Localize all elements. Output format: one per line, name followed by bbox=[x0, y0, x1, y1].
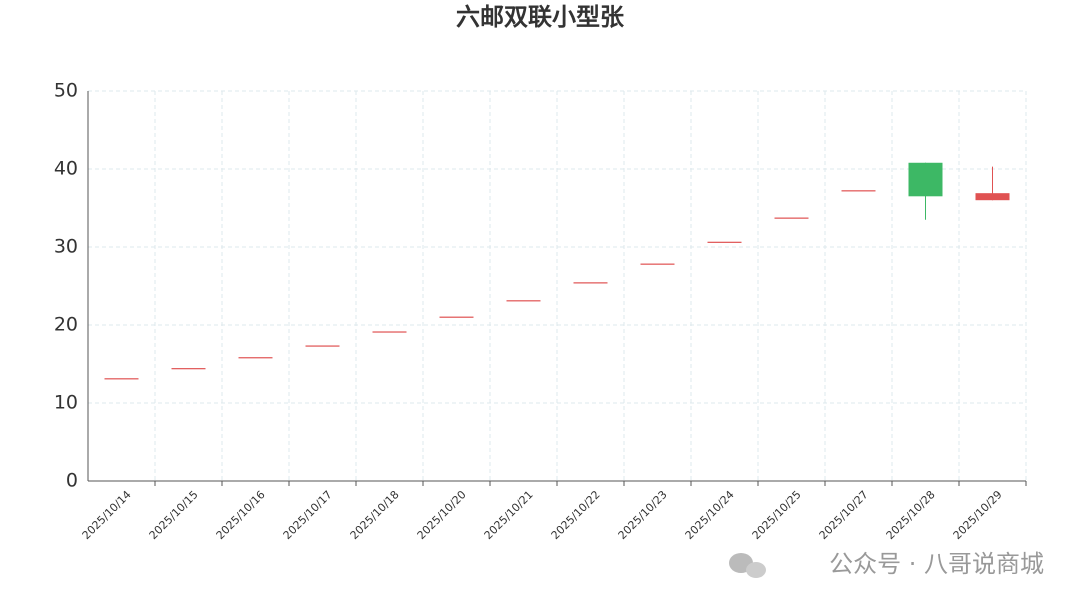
x-tick-label: 2025/10/22 bbox=[549, 488, 603, 542]
x-tick-label: 2025/10/23 bbox=[616, 488, 670, 542]
chart-title: 六邮双联小型张 bbox=[456, 3, 625, 31]
x-tick-label: 2025/10/20 bbox=[415, 488, 469, 542]
candle-body bbox=[975, 193, 1010, 201]
candle-body bbox=[707, 241, 742, 243]
candle-body bbox=[238, 357, 273, 359]
y-tick-label: 30 bbox=[54, 236, 78, 258]
x-tick-label: 2025/10/17 bbox=[281, 488, 335, 542]
y-tick-label: 0 bbox=[66, 470, 78, 492]
x-tick-label: 2025/10/28 bbox=[884, 488, 938, 542]
y-tick-label: 20 bbox=[54, 314, 78, 336]
candle-body bbox=[841, 190, 876, 192]
x-tick-label: 2025/10/15 bbox=[147, 488, 201, 542]
x-tick-label: 2025/10/24 bbox=[683, 488, 737, 542]
candle-body bbox=[372, 331, 407, 333]
candle-body bbox=[439, 316, 474, 318]
x-tick-label: 2025/10/25 bbox=[750, 488, 804, 542]
watermark-icon bbox=[729, 553, 766, 578]
candle-body bbox=[506, 300, 541, 302]
x-tick-label: 2025/10/21 bbox=[482, 488, 536, 542]
candle-body bbox=[104, 378, 139, 380]
candle-body bbox=[573, 282, 608, 284]
y-tick-label: 40 bbox=[54, 158, 78, 180]
y-tick-label: 50 bbox=[54, 80, 78, 102]
x-tick-label: 2025/10/18 bbox=[348, 488, 402, 542]
watermark: 公众号 · 八哥说商城 bbox=[829, 550, 1044, 578]
y-tick-label: 10 bbox=[54, 392, 78, 414]
candle-body bbox=[171, 368, 206, 370]
candle-body bbox=[774, 217, 809, 219]
x-tick-label: 2025/10/14 bbox=[80, 488, 134, 542]
candle-body bbox=[305, 345, 340, 347]
candle-body bbox=[640, 263, 675, 265]
x-tick-label: 2025/10/29 bbox=[951, 488, 1005, 542]
x-tick-label: 2025/10/16 bbox=[214, 488, 268, 542]
candle-body bbox=[908, 162, 943, 197]
x-tick-label: 2025/10/27 bbox=[817, 488, 871, 542]
